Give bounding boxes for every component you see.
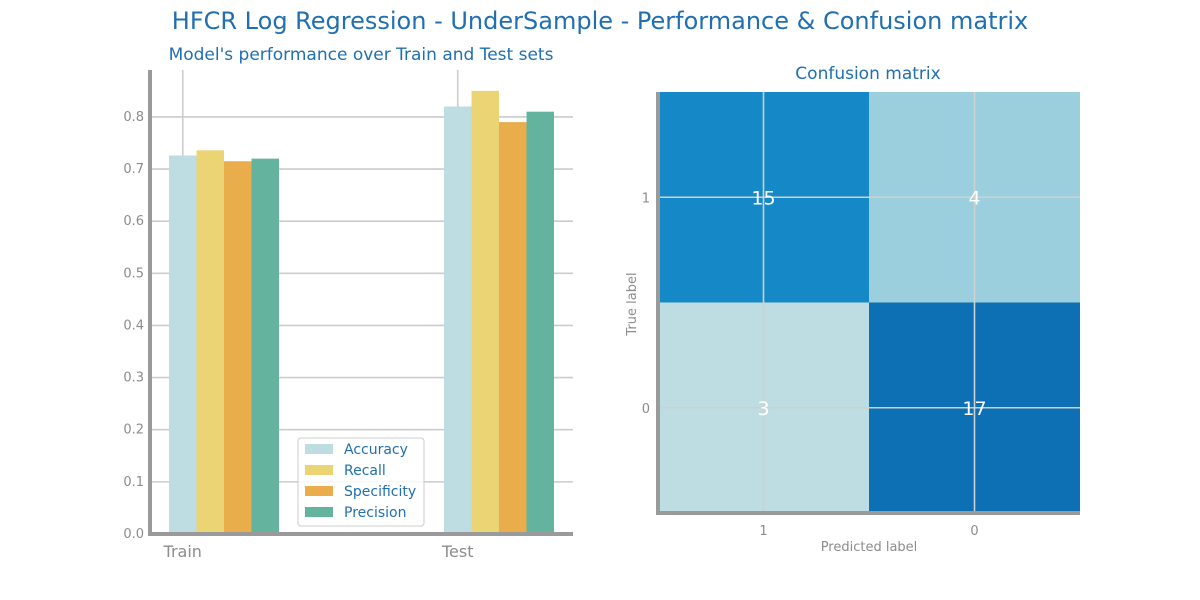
legend-label-precision: Precision [344, 505, 406, 521]
bar-accuracy-train [169, 155, 197, 534]
bar-recall-test [471, 90, 499, 534]
y-tick-label: 0.5 [123, 266, 144, 281]
bar-specificity-train [224, 161, 252, 534]
bar-tick-labels: 0.0 0.1 0.2 0.3 0.4 0.5 0.6 0.7 0.8 Train Test [123, 110, 473, 561]
legend-label-accuracy: Accuracy [344, 442, 408, 458]
bar-axes [148, 70, 573, 536]
confusion-matrix-cells [658, 92, 1080, 513]
y-tick-label: 0.3 [123, 371, 144, 386]
cm-x-tick-label: 0 [970, 524, 978, 539]
bar-series [169, 90, 554, 535]
legend-swatch-accuracy [305, 444, 333, 454]
cm-cell-value: 3 [757, 398, 769, 420]
y-tick-label: 0.0 [123, 527, 144, 542]
y-tick-label: 0.6 [123, 214, 144, 229]
y-tick-label: 0.8 [123, 110, 144, 125]
cm-cell-value: 17 [962, 398, 986, 420]
bar-specificity-test [499, 122, 527, 535]
bar-chart-title: Model's performance over Train and Test … [169, 45, 554, 65]
y-tick-label: 0.7 [123, 162, 144, 177]
cm-x-tick-label: 1 [759, 524, 767, 539]
confusion-matrix-title: Confusion matrix [795, 64, 940, 84]
y-axis-label: True label [625, 272, 640, 336]
confusion-matrix-gridlines [656, 92, 1080, 515]
bar-accuracy-test [444, 106, 472, 534]
bar-recall-train [196, 150, 224, 534]
figure-title: HFCR Log Regression - UnderSample - Perf… [171, 7, 1029, 35]
legend: Accuracy Recall Specificity Precision [297, 437, 425, 527]
bar-precision-test [526, 111, 554, 535]
x-axis-label: Predicted label [821, 540, 918, 555]
cm-y-tick-label: 0 [642, 402, 650, 417]
legend-swatch-precision [305, 507, 333, 517]
legend-label-specificity: Specificity [344, 484, 416, 500]
x-tick-label: Test [441, 542, 474, 561]
y-tick-label: 0.4 [123, 318, 144, 333]
cm-y-tick-label: 1 [642, 191, 650, 206]
confusion-matrix-labels: 15 4 3 17 1 0 1 0 [642, 187, 987, 539]
cm-cell-value: 4 [968, 187, 980, 209]
legend-swatch-recall [305, 465, 333, 475]
bar-chart: Model's performance over Train and Test … [123, 45, 573, 561]
legend-box [297, 437, 425, 527]
legend-label-recall: Recall [344, 463, 386, 479]
y-tick-label: 0.2 [123, 423, 144, 438]
confusion-matrix: Confusion matrix 15 4 3 17 1 0 1 0 Predicted la… [625, 64, 1080, 555]
bar-precision-train [251, 158, 279, 534]
cm-cell-value: 15 [751, 187, 775, 209]
y-tick-label: 0.1 [123, 475, 144, 490]
x-tick-label: Train [163, 542, 202, 561]
legend-swatch-specificity [305, 486, 333, 496]
